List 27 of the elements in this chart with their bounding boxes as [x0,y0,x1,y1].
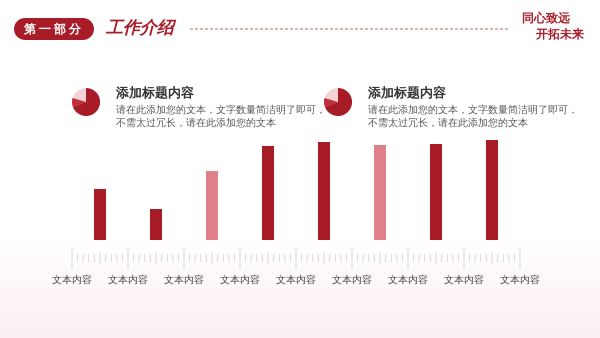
bar [374,145,386,240]
text: 添加标题内容 [116,84,194,102]
text: 文本内容 [163,274,205,287]
text: 文本内容 [51,274,93,287]
bar [318,142,330,240]
text: 文本内容 [443,274,485,287]
text: 文本内容 [275,274,317,287]
text: 文本内容 [331,274,373,287]
text: 请在此添加您的文本，文字数量简洁明了即可， [368,104,578,117]
text: 文本内容 [219,274,261,287]
chart-title: 工作介绍 [106,17,174,39]
text: 添加标题内容 [368,84,446,102]
bar [430,144,442,240]
bar [94,189,106,240]
bar [206,171,218,240]
text: 同心致远 [522,10,570,27]
text: 文本内容 [107,274,149,287]
text: 文本内容 [387,274,429,287]
text: 不需太过冗长，请在此添加您的文本 [368,116,528,130]
text: 请在此添加您的文本，文字数量简洁明了即可， [116,104,326,117]
text: 不需太过冗长，请在此添加您的文本 [116,116,276,130]
chart-subtitle: 第一部分 [14,18,94,40]
text: 开拓未来 [536,26,584,43]
text: 文本内容 [499,274,541,287]
bar [150,209,162,240]
bar [486,140,498,240]
bar [262,146,274,240]
